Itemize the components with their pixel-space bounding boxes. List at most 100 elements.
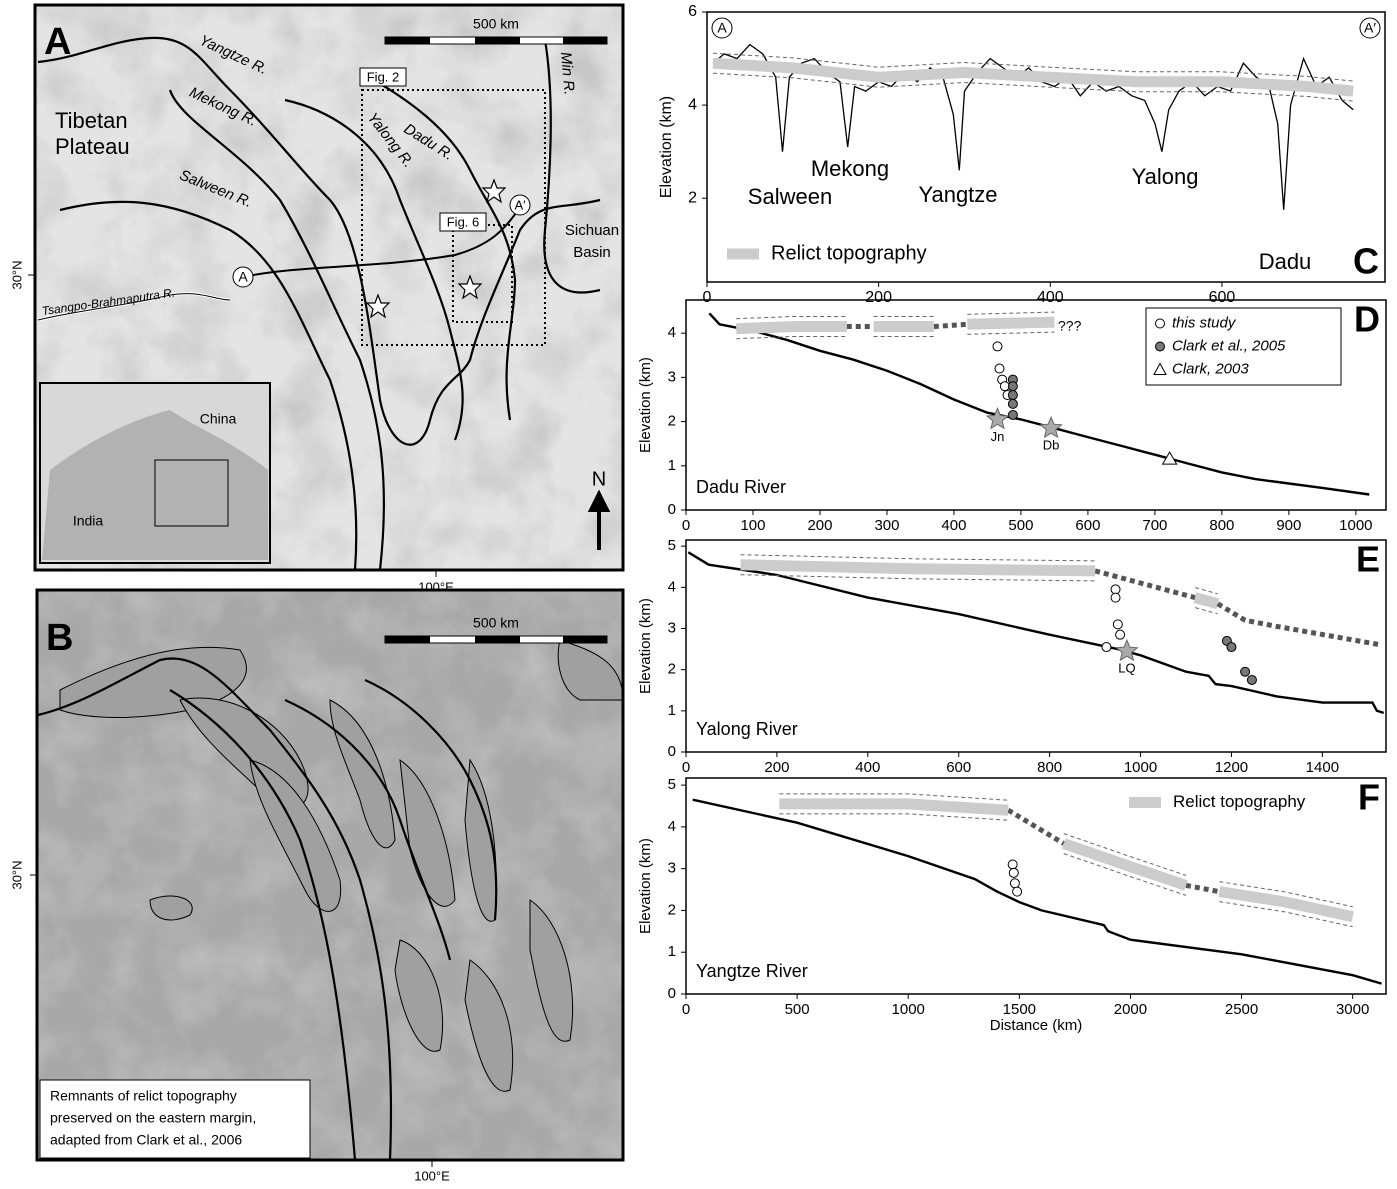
river-profile (687, 551, 1385, 715)
data-point (1110, 584, 1121, 595)
data-point (1240, 666, 1251, 677)
relict-envelope (779, 793, 1353, 908)
river-name: Yangtze River (696, 961, 808, 981)
plot-frame (706, 11, 1386, 283)
x-tick-label: 2500 (1225, 1001, 1258, 1018)
y-tick-label: 1 (668, 457, 676, 474)
y-axis-label: Elevation (km) (637, 357, 654, 453)
relict-envelope (736, 331, 1055, 340)
section-line (242, 206, 521, 278)
legend-swatch (1153, 362, 1167, 375)
relict-envelope (740, 574, 1218, 615)
scale-bar (385, 636, 430, 643)
y-axis-label: Elevation (km) (637, 838, 654, 934)
relict-envelope (736, 311, 1055, 320)
data-point (1115, 629, 1126, 640)
river-profile (712, 43, 1354, 210)
data-point (1007, 390, 1018, 401)
y-tick-label: 4 (688, 96, 697, 113)
north-arrow (587, 489, 611, 550)
river-profile (708, 312, 1370, 496)
river (37, 293, 231, 321)
panel-label: E (1356, 539, 1380, 580)
remnant (329, 699, 396, 849)
caption-box (39, 1079, 311, 1159)
river (364, 74, 517, 421)
region-label: Plateau (55, 134, 130, 159)
legend-label: Clark et al., 2005 (1172, 337, 1286, 354)
x-tick-label: 500 (1008, 517, 1033, 534)
relict-band (712, 57, 1354, 97)
relict-envelope (712, 52, 1354, 82)
relict-band (735, 316, 1055, 335)
scale-bar (475, 636, 520, 643)
relict-envelope (779, 813, 1353, 928)
site-star (1039, 415, 1063, 439)
chart-panel: 0 100 200 300 400 500 600 700 800 900 1000 0 1 2 3 4 Ele… (637, 299, 1387, 534)
scale-label: 500 km (473, 16, 519, 32)
y-tick-label: 2 (668, 413, 676, 430)
y-tick-label: 5 (668, 537, 676, 554)
data-point (994, 363, 1005, 374)
label-box (439, 212, 487, 232)
panel-label: F (1358, 777, 1380, 818)
relict-envelope (712, 72, 1354, 102)
projected-line (1216, 601, 1382, 648)
river (284, 698, 452, 961)
y-tick-label: 6 (688, 3, 697, 20)
plot-frame (685, 539, 1387, 753)
data-point (1009, 878, 1020, 889)
legend-swatch (1155, 341, 1165, 352)
fig2-box (361, 89, 546, 346)
relict-connector (933, 321, 968, 330)
x-tick-label: 600 (946, 759, 971, 776)
river (364, 678, 498, 921)
y-tick-label: 0 (668, 985, 676, 1002)
y-tick-label: 3 (668, 619, 676, 636)
x-tick-label: 2000 (1114, 1001, 1147, 1018)
fig-label: Fig. 2 (367, 69, 400, 84)
data-point (1246, 674, 1257, 685)
river-name: Yalong River (696, 719, 798, 739)
data-point (1008, 867, 1019, 878)
region-label: Basin (573, 244, 611, 261)
annotation: Salween (748, 184, 832, 209)
y-tick-label: 0 (668, 743, 676, 760)
relict-envelope (740, 554, 1218, 595)
label-box (359, 67, 407, 87)
x-tick-label: 1000 (1339, 517, 1372, 534)
river (37, 36, 601, 446)
lon-label: 100°E (414, 1168, 450, 1183)
y-tick-label: 2 (688, 189, 697, 206)
data-point (1007, 409, 1018, 420)
y-tick-label: 1 (668, 943, 676, 960)
lat-label: 30°N (9, 860, 24, 889)
endpoint-circle (1359, 17, 1381, 39)
y-tick-label: 2 (668, 661, 676, 678)
plot-frame (685, 777, 1387, 995)
x-tick-label: 1200 (1215, 759, 1248, 776)
map-b: 500 km Remnants of relict topography pre… (37, 590, 623, 1160)
caption: adapted from Clark et al., 2006 (50, 1132, 242, 1148)
inset-label: India (73, 513, 104, 529)
annotation: Yangtze (918, 182, 997, 207)
scale-bar (384, 36, 608, 45)
remnant (249, 759, 342, 912)
data-point (1112, 619, 1123, 630)
x-tick-label: 1400 (1306, 759, 1339, 776)
relict-band (779, 798, 1354, 923)
y-axis-label: Elevation (km) (658, 96, 675, 198)
annotation: Yalong (1132, 164, 1199, 189)
scale-bar (384, 635, 608, 644)
x-tick-label: 600 (1209, 289, 1236, 306)
chart-panel: 0 200 400 600 2 4 6 Elevation (km) Salween Mekong… (658, 3, 1386, 306)
caption: Remnants of relict topography (50, 1088, 237, 1104)
x-tick-label: 400 (1037, 289, 1064, 306)
x-tick-label: 200 (807, 517, 832, 534)
remnant (464, 959, 514, 1092)
star (457, 274, 483, 300)
map-frame (33, 3, 625, 572)
river-name: Dadu River (696, 477, 786, 497)
x-tick-label: 1500 (1003, 1001, 1036, 1018)
